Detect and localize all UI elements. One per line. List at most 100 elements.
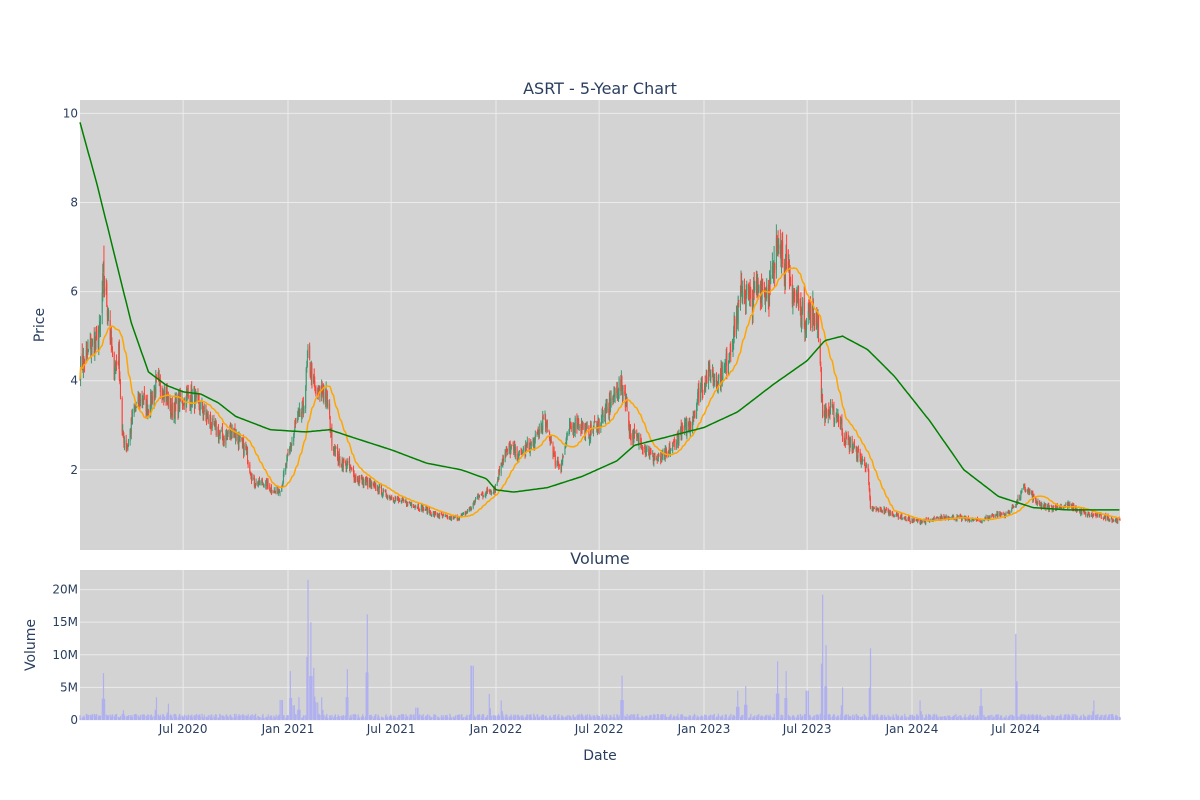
candle-body xyxy=(277,490,279,494)
candle-body xyxy=(238,436,240,447)
candle-body xyxy=(154,388,156,393)
volume-bar xyxy=(1081,718,1083,720)
candle-body xyxy=(561,464,563,471)
candle-body xyxy=(684,423,686,429)
volume-bar xyxy=(686,716,688,720)
candle-body xyxy=(415,505,417,507)
candle-body xyxy=(618,378,620,392)
candle-body xyxy=(981,520,983,524)
volume-bar xyxy=(407,716,409,720)
candle-body xyxy=(1033,494,1035,498)
candle-body xyxy=(245,445,247,450)
volume-bar xyxy=(588,714,591,720)
candle-body xyxy=(872,508,874,511)
candle-body xyxy=(605,404,607,405)
candle-body xyxy=(804,327,806,332)
candle-body xyxy=(742,290,744,298)
volume-bar xyxy=(633,714,636,720)
volume-bar xyxy=(706,717,708,720)
candle-body xyxy=(743,290,745,292)
volume-bar xyxy=(494,715,497,720)
volume-bar xyxy=(409,714,411,720)
volume-bar xyxy=(917,715,919,720)
candle-body xyxy=(955,518,957,521)
candle-body xyxy=(456,516,458,520)
candle-body xyxy=(441,514,443,516)
candle-body xyxy=(365,480,367,483)
candle-body xyxy=(657,459,659,461)
candle-body xyxy=(604,406,606,422)
candle-body xyxy=(102,264,104,271)
candle-body xyxy=(908,517,910,521)
candle-body xyxy=(422,506,424,511)
volume-bar xyxy=(802,715,804,720)
candle-body xyxy=(867,464,869,470)
candle-body xyxy=(1093,513,1095,515)
candle-body xyxy=(725,353,727,363)
candle-body xyxy=(179,394,181,409)
candle-body xyxy=(652,453,654,462)
candle-body xyxy=(354,478,356,481)
candle-body xyxy=(302,402,304,411)
candle-body xyxy=(713,380,715,382)
candle-body xyxy=(697,392,699,402)
candle-body xyxy=(804,325,806,334)
candle-body xyxy=(987,516,989,520)
candle-body xyxy=(1087,512,1089,515)
candle-body xyxy=(1055,509,1057,511)
volume-bar xyxy=(847,714,849,720)
candle-body xyxy=(1024,489,1026,492)
volume-bar xyxy=(1085,717,1087,720)
candle-body xyxy=(913,519,915,522)
candle-body xyxy=(636,433,638,437)
candle-body xyxy=(936,517,938,519)
candle-body xyxy=(151,396,153,404)
candle-body xyxy=(191,387,193,407)
candle-body xyxy=(709,365,711,372)
candle-body xyxy=(410,503,412,505)
candle-body xyxy=(397,498,399,499)
candle-body xyxy=(951,516,953,518)
date-xtick-label: Jan 2021 xyxy=(261,722,315,736)
candle-body xyxy=(863,459,865,461)
volume-bar xyxy=(888,715,890,720)
candle-body xyxy=(457,518,459,521)
candle-body xyxy=(440,513,442,515)
candle-body xyxy=(905,520,907,521)
candle-body xyxy=(624,391,626,408)
candle-body xyxy=(569,424,571,435)
candle-body xyxy=(501,462,503,466)
volume-bar xyxy=(657,714,660,720)
candle-body xyxy=(1021,488,1023,493)
candle-body xyxy=(716,379,718,387)
candle-body xyxy=(873,508,875,509)
candle-body xyxy=(825,405,827,410)
candle-body xyxy=(741,290,743,302)
volume-bar xyxy=(88,714,90,720)
candle-body xyxy=(750,289,752,299)
candle-body xyxy=(668,446,670,452)
candle-body xyxy=(848,438,850,440)
volume-bar xyxy=(782,715,784,720)
volume-bar xyxy=(123,715,126,720)
candle-body xyxy=(404,500,406,502)
ma-short-line xyxy=(79,266,1121,522)
price-ytick-label: 4 xyxy=(70,374,78,388)
candle-body xyxy=(239,436,241,439)
candle-body xyxy=(792,295,794,304)
volume-bar xyxy=(447,717,449,720)
candle-body xyxy=(428,507,430,514)
candle-body xyxy=(592,427,594,434)
candle-body xyxy=(576,418,578,429)
candle-body xyxy=(712,370,714,377)
candle-body xyxy=(652,452,654,454)
candle-body xyxy=(1115,519,1117,520)
candle-body xyxy=(648,455,650,457)
candle-body xyxy=(309,361,311,376)
candle-body xyxy=(146,400,148,414)
candle-body xyxy=(518,450,520,452)
candle-body xyxy=(625,400,627,404)
candle-body xyxy=(298,408,300,415)
candle-body xyxy=(392,498,394,502)
candle-body xyxy=(377,486,379,493)
